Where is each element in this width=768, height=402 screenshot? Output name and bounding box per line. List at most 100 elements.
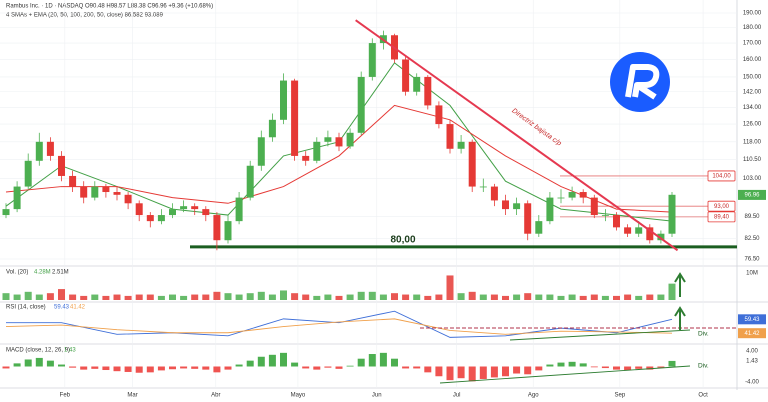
divergence-line <box>509 329 691 341</box>
macd-bar <box>502 366 509 377</box>
y-tick-label: 103.00 <box>743 176 762 182</box>
macd-bar <box>13 363 21 367</box>
volume-bar <box>102 295 110 300</box>
candle-body <box>146 215 154 222</box>
volume-bar <box>13 294 21 300</box>
indicator-legend: 4 SMAs + EMA (20, 50, 100, 200, 50, clos… <box>6 13 164 19</box>
volume-bar <box>224 293 232 300</box>
volume-bar <box>402 294 410 300</box>
volume-bar <box>546 294 554 300</box>
macd-bar <box>280 352 287 367</box>
macd-bar <box>513 366 521 374</box>
volume-bar <box>202 294 210 300</box>
candle-body <box>435 105 443 125</box>
volume-bar <box>180 295 188 300</box>
last-price-box <box>738 189 766 200</box>
candle-body <box>113 192 121 195</box>
macd-bar <box>157 366 165 371</box>
macd-bar <box>435 366 443 377</box>
candle-body <box>657 233 665 241</box>
macd-bar <box>113 366 121 372</box>
candle-body <box>546 197 554 222</box>
macd-bar <box>257 356 265 367</box>
volume-bar <box>668 283 676 300</box>
macd-bar <box>180 366 188 369</box>
macd-bar <box>313 366 321 370</box>
x-tick-label: Sep <box>614 393 625 399</box>
y-tick-label: 126.00 <box>743 122 762 128</box>
up-arrow <box>674 306 686 330</box>
candle-body <box>635 227 643 234</box>
candle-body <box>280 80 287 120</box>
macd-bar <box>379 352 387 367</box>
candle-body <box>124 194 132 204</box>
y-tick-label: 170.00 <box>743 41 762 47</box>
volume-bar <box>124 295 132 300</box>
volume-bar <box>579 295 587 300</box>
volume-bar <box>46 293 54 300</box>
candle-body <box>180 206 188 210</box>
rsi-legend-value: 59.43 <box>54 305 70 311</box>
macd-title: MACD (close, 12, 26, 9) <box>6 348 70 354</box>
y-tick-label: 160.00 <box>743 57 762 63</box>
volume-bar <box>613 295 620 300</box>
volume-bar <box>624 294 632 300</box>
level-label: 93,00 <box>714 204 730 210</box>
x-tick-label: Abr <box>211 393 220 399</box>
volume-bar <box>513 294 521 300</box>
macd-bar <box>346 365 354 367</box>
candle-body <box>457 141 465 149</box>
macd-bar <box>490 366 498 378</box>
volume-bar <box>113 294 121 300</box>
y-tick-label: 190.00 <box>743 11 762 17</box>
macd-bar <box>2 366 10 369</box>
macd-bar <box>191 366 199 369</box>
volume-bar <box>413 294 421 300</box>
macd-bar <box>579 363 587 367</box>
volume-bar <box>257 291 265 300</box>
volume-bar <box>302 294 310 300</box>
macd-bar <box>635 366 643 369</box>
candle-body <box>524 203 532 234</box>
y-tick-label: 110.50 <box>743 157 762 163</box>
candle-body <box>157 215 165 222</box>
candle-body <box>357 76 365 133</box>
volume-bar <box>391 293 398 300</box>
volume-bar <box>524 293 532 300</box>
macd-bar <box>668 360 676 367</box>
macd-bar <box>69 366 77 368</box>
rsi-title: RSI (14, close) <box>6 305 46 311</box>
volume-bar <box>235 294 243 300</box>
candle-body <box>213 215 221 241</box>
macd-bar <box>335 366 343 369</box>
macd-bar <box>402 366 410 369</box>
candle-body <box>424 76 432 106</box>
candle-body <box>601 215 609 216</box>
macd-bar <box>391 358 398 367</box>
candle-body <box>413 76 421 92</box>
y-tick-label: 118.00 <box>743 139 762 145</box>
candle-body <box>479 186 487 188</box>
candle-body <box>513 203 521 210</box>
volume-bar <box>446 275 454 300</box>
candle-body <box>613 215 620 228</box>
macd-bar <box>457 366 465 379</box>
candle-body <box>35 141 43 161</box>
macd-bar <box>246 360 254 367</box>
macd-bar <box>424 366 432 373</box>
volume-bar <box>91 294 99 300</box>
volume-bar <box>35 294 43 300</box>
macd-bar <box>102 366 110 371</box>
candle-body <box>102 186 110 193</box>
macd-bar <box>46 360 54 367</box>
divergence-label: Div. <box>698 331 709 338</box>
macd-bar <box>224 366 232 370</box>
rsi-value-label: 59.43 <box>744 317 760 323</box>
level-box <box>707 211 736 223</box>
candle-body <box>302 155 310 161</box>
macd-bar <box>646 366 654 370</box>
macd-bar <box>146 366 154 373</box>
macd-bar <box>568 361 576 367</box>
volume-bar <box>435 294 443 300</box>
candle-body <box>624 227 632 234</box>
